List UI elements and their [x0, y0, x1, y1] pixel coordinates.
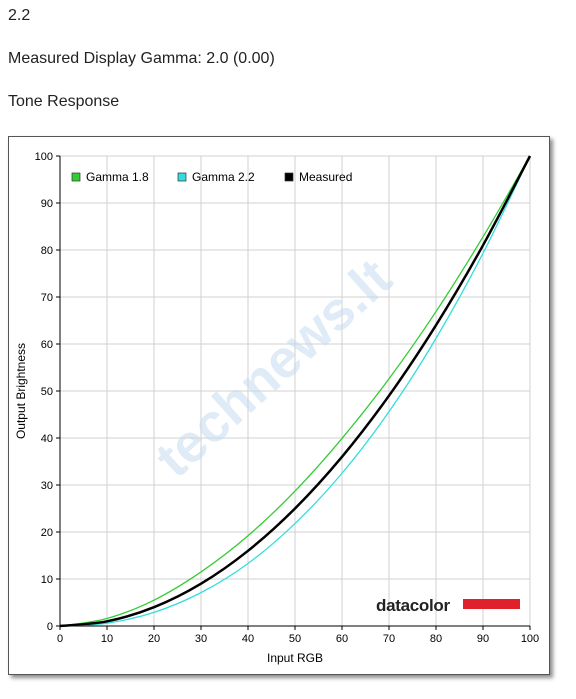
series-line-gamma-1-8	[59, 155, 531, 627]
y-tick-label: 0	[47, 621, 53, 633]
y-tick-label: 100	[35, 151, 53, 163]
y-tick-label: 60	[41, 339, 53, 351]
legend-swatch-gamma-1-8	[71, 172, 81, 182]
y-tick-label: 20	[41, 527, 53, 539]
legend-label-measured: Measured	[299, 170, 352, 184]
gamma-value: 2.2	[8, 7, 31, 24]
x-tick-label: 100	[521, 633, 539, 645]
datacolor-logo-text: datacolor	[376, 596, 451, 615]
x-tick-label: 40	[242, 633, 254, 645]
legend-swatch-gamma-2-2	[177, 172, 187, 182]
x-tick-label: 60	[336, 633, 348, 645]
series-line-measured	[59, 155, 532, 628]
y-tick-label: 30	[41, 480, 53, 492]
x-tick-label: 10	[101, 633, 113, 645]
legend-label-gamma-1-8: Gamma 1.8	[86, 170, 149, 184]
x-tick-label: 30	[195, 633, 207, 645]
y-axis-title: Output Brightness	[14, 343, 28, 439]
y-tick-label: 70	[41, 292, 53, 304]
y-tick-label: 40	[41, 433, 53, 445]
section-title: Tone Response	[8, 93, 120, 110]
y-tick-label: 50	[41, 386, 53, 398]
x-tick-label: 90	[477, 633, 489, 645]
x-axis-title: Input RGB	[267, 651, 323, 665]
x-tick-label: 0	[57, 633, 63, 645]
y-tick-label: 90	[41, 198, 53, 210]
legend-label-gamma-2-2: Gamma 2.2	[192, 170, 255, 184]
chart-svg: technews.lt0 10 20 30 40 50 60 70 80 90 1000102030…	[14, 151, 539, 665]
legend-swatch-measured	[284, 172, 294, 182]
chart-frame: technews.lt 0 10 20 30 40 50 60 70 80 90 100 0 10 20 30…	[8, 136, 550, 675]
y-tick-label: 80	[41, 245, 53, 257]
x-tick-label: 70	[383, 633, 395, 645]
datacolor-logo-bar	[463, 599, 520, 609]
x-tick-label: 20	[148, 633, 160, 645]
measured-gamma-label: Measured Display Gamma: 2.0 (0.00)	[8, 50, 275, 67]
x-tick-label: 50	[289, 633, 301, 645]
tone-response-chart: technews.lt 0 10 20 30 40 50 60 70 80 90 100 0 10 20 30…	[9, 137, 549, 679]
y-tick-label: 10	[41, 574, 53, 586]
x-tick-label: 80	[430, 633, 442, 645]
series-line-gamma-2-2	[59, 155, 531, 627]
